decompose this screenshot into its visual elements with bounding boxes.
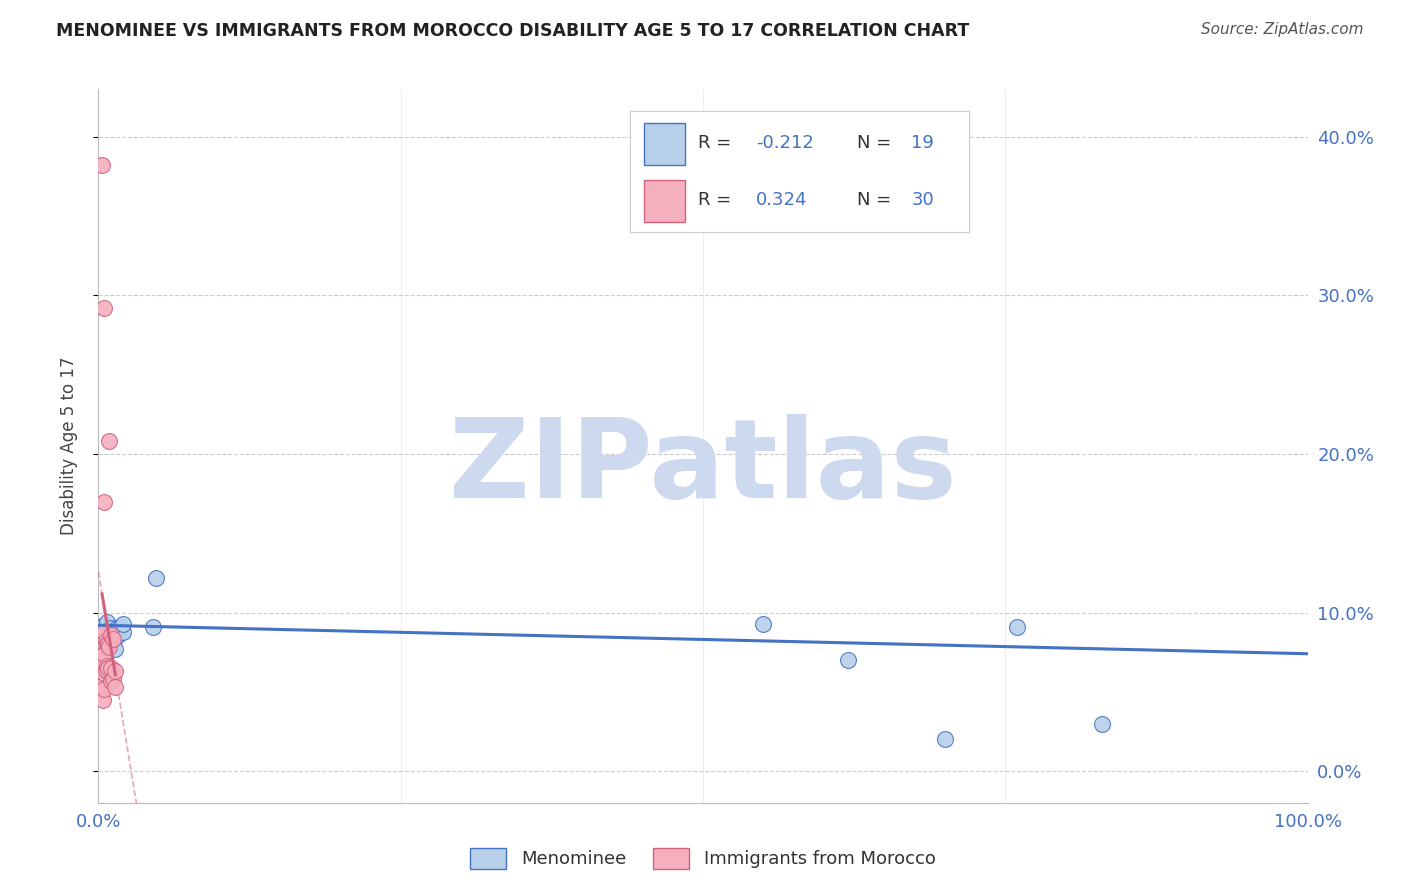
Point — [93, 494, 115, 508]
Point — [101, 632, 124, 647]
Text: MENOMINEE VS IMMIGRANTS FROM MOROCCO DISABILITY AGE 5 TO 17 CORRELATION CHART: MENOMINEE VS IMMIGRANTS FROM MOROCCO DIS… — [56, 22, 970, 40]
Point — [91, 672, 114, 686]
Text: ZIPatlas: ZIPatlas — [449, 414, 957, 521]
Point — [108, 620, 131, 634]
Point — [752, 616, 775, 631]
Point — [91, 647, 114, 661]
Point — [104, 680, 127, 694]
Point — [103, 632, 125, 647]
Point — [104, 642, 127, 657]
Point — [93, 301, 115, 315]
Y-axis label: Disability Age 5 to 17: Disability Age 5 to 17 — [59, 357, 77, 535]
Point — [105, 629, 128, 643]
Point — [1007, 620, 1029, 634]
Point — [91, 158, 114, 172]
Point — [91, 657, 114, 671]
Point — [98, 632, 121, 647]
Point — [100, 661, 122, 675]
Point — [94, 663, 117, 677]
Text: Source: ZipAtlas.com: Source: ZipAtlas.com — [1201, 22, 1364, 37]
Point — [111, 616, 134, 631]
Point — [91, 669, 114, 683]
Point — [105, 621, 128, 635]
Point — [97, 661, 120, 675]
Point — [142, 620, 165, 634]
Point — [93, 665, 115, 680]
Point — [96, 659, 118, 673]
Point — [111, 624, 134, 639]
Point — [100, 624, 122, 639]
Point — [837, 653, 859, 667]
Point — [91, 628, 114, 642]
Point — [96, 637, 118, 651]
Point — [96, 615, 118, 629]
Point — [97, 637, 120, 651]
Legend: Menominee, Immigrants from Morocco: Menominee, Immigrants from Morocco — [463, 840, 943, 876]
Point — [97, 624, 120, 639]
Point — [98, 640, 121, 655]
Point — [91, 678, 114, 692]
Point — [100, 673, 122, 688]
Point — [100, 628, 122, 642]
Point — [100, 621, 122, 635]
Point — [91, 657, 114, 671]
Point — [101, 624, 124, 639]
Point — [91, 692, 114, 706]
Point — [93, 647, 115, 661]
Point — [1091, 716, 1114, 731]
Point — [93, 681, 115, 696]
Point — [104, 664, 127, 678]
Point — [93, 624, 115, 639]
Point — [934, 732, 956, 747]
Point — [145, 571, 167, 585]
Point — [94, 634, 117, 648]
Point — [93, 618, 115, 632]
Point — [98, 434, 121, 449]
Point — [96, 628, 118, 642]
Point — [107, 626, 129, 640]
Point — [101, 672, 124, 686]
